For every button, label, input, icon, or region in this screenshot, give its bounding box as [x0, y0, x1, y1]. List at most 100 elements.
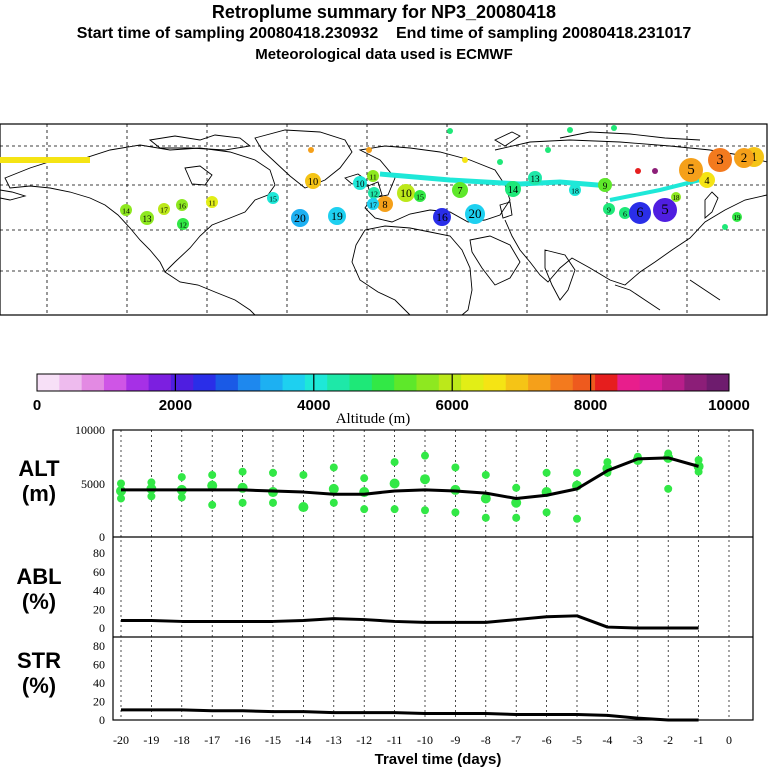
- sampling-times: Start time of sampling 20080418.230932 E…: [0, 23, 768, 44]
- colorbar-cell: [282, 374, 306, 391]
- colorbar-ticks: 0 2000 4000 6000 8000 10000: [33, 374, 750, 414]
- map-marker-dot: [140, 211, 154, 225]
- map-marker: 9: [603, 203, 615, 215]
- map-marker: 11: [206, 196, 218, 208]
- map-marker-label: 18: [571, 187, 579, 196]
- colorbar-cell: [416, 374, 440, 391]
- x-tick-label: -13: [326, 733, 342, 747]
- map-marker-dot: [353, 176, 367, 190]
- colorbar-cell: [81, 374, 105, 391]
- map-marker-label: 17: [369, 201, 377, 210]
- alt-scatter-point: [329, 498, 338, 507]
- map-marker-dot: [465, 204, 485, 224]
- map-small-dot: [462, 157, 468, 163]
- map-marker-label: 9: [607, 206, 611, 215]
- alt-scatter-point: [420, 474, 430, 485]
- colorbar-tick-label: 10000: [708, 397, 750, 414]
- map-marker: 12: [368, 187, 380, 199]
- map-marker-dot: [734, 148, 754, 168]
- chart-title: Retroplume summary for NP3_20080418: [211, 2, 557, 22]
- series-lines: [121, 456, 700, 722]
- alt-scatter-point: [481, 470, 490, 479]
- x-tick-label: -4: [602, 733, 612, 747]
- map-marker-dot: [291, 209, 309, 227]
- map-marker: 6: [629, 202, 651, 224]
- str-tick: 60: [93, 658, 105, 672]
- map-marker-dot: [629, 202, 651, 224]
- alt-scatter-point: [451, 463, 460, 472]
- alt-scatter-point: [238, 467, 247, 476]
- colorbar-cell: [237, 374, 261, 391]
- alt-scatter-point: [512, 483, 521, 492]
- alt-scatter-point: [360, 505, 369, 514]
- map-marker-label: 11: [369, 173, 377, 182]
- map-marker-dot: [671, 192, 681, 202]
- south-america-outline: [164, 271, 256, 316]
- alt-scatter-point: [117, 494, 125, 503]
- map-marker-dot: [433, 208, 451, 226]
- alt-scatter-point: [451, 508, 460, 517]
- colorbar-cell: [148, 374, 172, 391]
- map-small-dot: [722, 224, 728, 230]
- alt-scatter-point: [664, 484, 673, 493]
- alt-scatter-point: [147, 492, 156, 501]
- map-marker: 7: [452, 182, 468, 198]
- x-tick-label: -1: [694, 733, 704, 747]
- abl-tick: 0: [99, 621, 105, 635]
- map-marker: 5: [679, 158, 703, 182]
- colorbar-cell: [349, 374, 373, 391]
- map-marker-dot: [377, 196, 393, 212]
- colorbar-cell: [662, 374, 685, 391]
- x-axis-label: Travel time (days): [375, 751, 502, 768]
- time-series-panels: ALT (m) ABL (%) STR (%) 10000 5000 0 80 6…: [16, 423, 754, 768]
- map-marker-dot: [598, 178, 612, 192]
- alt-scatter-point: [177, 493, 186, 502]
- alt-scatter-point: [208, 470, 217, 479]
- str-tick: 40: [93, 676, 105, 690]
- map-marker: 10: [353, 176, 367, 190]
- alt-scatter-point: [512, 513, 521, 522]
- map-marker-label: 18: [673, 194, 681, 202]
- japan-outline: [704, 191, 719, 219]
- colorbar-cell: [595, 374, 618, 391]
- alt-scatter-points: [116, 449, 704, 523]
- colorbar-cell: [639, 374, 663, 391]
- map-marker-dot: [120, 204, 132, 216]
- map-frame: [0, 123, 768, 316]
- north-america-outline: [4, 144, 276, 273]
- plume-tracks: [0, 157, 701, 202]
- start-time-label: Start time of sampling 20080418.230932: [76, 25, 379, 42]
- x-tick-label: -18: [174, 733, 190, 747]
- alt-scatter-point: [269, 468, 277, 477]
- x-tick-label: -10: [417, 733, 433, 747]
- colorbar-cell: [684, 374, 708, 391]
- colorbar-cell: [260, 374, 284, 391]
- map-marker-label: 5: [661, 202, 669, 218]
- colorbar-cell: [371, 374, 395, 391]
- continent-outlines: [0, 129, 768, 316]
- x-tick-label: -3: [633, 733, 643, 747]
- map-marker: 10: [397, 184, 415, 202]
- map-marker: 2: [734, 148, 754, 168]
- alt-tick-10000: 10000: [75, 423, 105, 437]
- map-marker-label: 6: [636, 205, 643, 221]
- alt-mean-line: [121, 456, 700, 500]
- map-marker: 12: [177, 218, 189, 230]
- map-marker: 11: [367, 170, 379, 182]
- map-small-dot: [366, 147, 372, 153]
- alt-scatter-point: [390, 458, 399, 467]
- map-marker-dot: [367, 170, 379, 182]
- map-marker: 20: [291, 209, 309, 227]
- colorbar-tick-label: 6000: [436, 397, 469, 414]
- map-marker-label: 11: [208, 199, 216, 208]
- colorbar-cell: [483, 374, 507, 391]
- map-marker: 8: [377, 196, 393, 212]
- map-marker-dot: [732, 212, 742, 222]
- map-small-dot: [308, 147, 314, 153]
- str-yticks: 80 60 40 20 0: [93, 639, 105, 727]
- alt-scatter-point: [117, 479, 125, 488]
- map-marker-dot: [206, 196, 218, 208]
- x-axis-ticks: -20 -19 -18 -17 -16 -15 -14 -13 -12 -11 -10 -9 -8 -7-…: [113, 733, 732, 747]
- map-marker-label: 1: [751, 149, 758, 164]
